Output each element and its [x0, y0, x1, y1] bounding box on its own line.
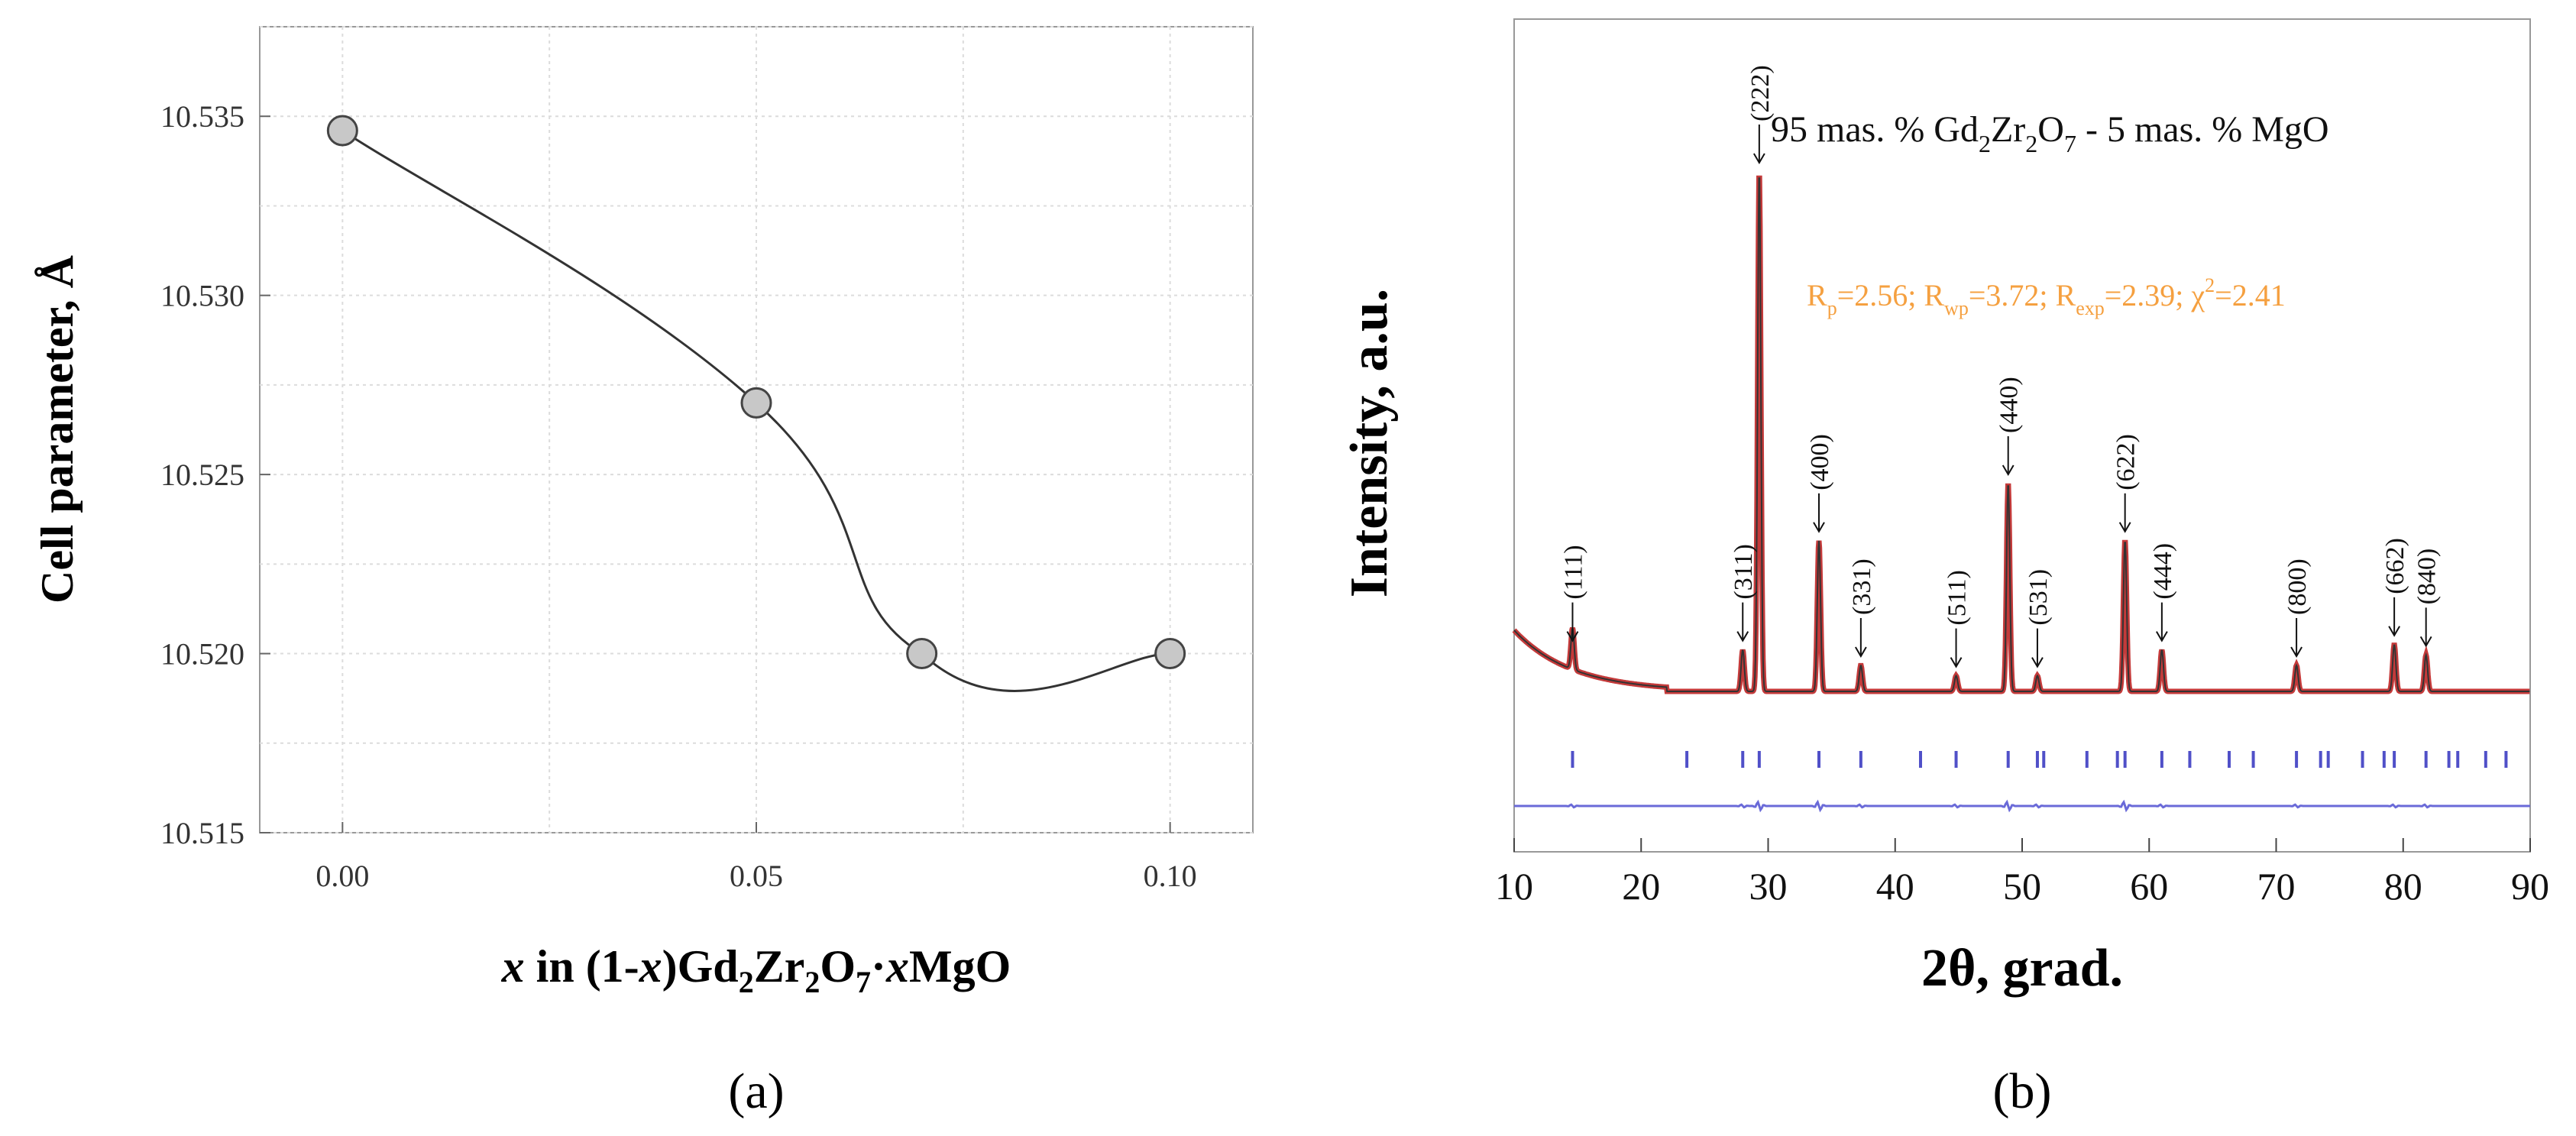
hkl-arrowhead	[2290, 646, 2303, 658]
hkl-label: (111)	[1559, 545, 1587, 642]
x-tick-label-b: 10	[1495, 865, 1533, 908]
hkl-arrowhead	[2031, 657, 2044, 668]
x-tick-label-b: 80	[2384, 865, 2422, 908]
hkl-text: (444)	[2149, 543, 2177, 600]
grid-a	[260, 26, 1253, 833]
hkl-text: (331)	[1848, 558, 1876, 615]
data-points-a	[326, 115, 1186, 670]
hkl-text: (531)	[2024, 569, 2053, 626]
hkl-text: (622)	[2112, 434, 2141, 490]
hkl-text: (311)	[1730, 544, 1758, 599]
panel-a-chart: 10.515 10.520 10.525 10.530 10.535 0.00 0.05 0.…	[32, 26, 1254, 1119]
hkl-label: (622)	[2112, 434, 2141, 533]
hkl-label: (800)	[2283, 558, 2312, 658]
hkl-text: (400)	[1806, 434, 1834, 490]
hkl-arrowhead	[2388, 626, 2400, 637]
bragg-markers	[1571, 751, 2508, 768]
x-tick-label-b: 70	[2257, 865, 2296, 908]
ticks-a: 10.515 10.520 10.525 10.530 10.535 0.00 0.05 0.…	[160, 99, 1197, 893]
hkl-text: (222)	[1746, 65, 1775, 121]
plot-area-a	[259, 26, 1254, 833]
hkl-arrowhead	[2419, 636, 2432, 648]
hkl-arrowhead	[2118, 522, 2131, 533]
y-tick-label-a: 10.520	[160, 637, 244, 672]
panel-label-b: (b)	[1993, 1063, 2052, 1119]
hkl-text: (840)	[2413, 549, 2442, 605]
x-tick-label-b: 90	[2511, 865, 2549, 908]
x-axis-title-a: x in (1-x)Gd2Zr2O7·xMgO	[501, 941, 1011, 999]
hkl-label: (440)	[1995, 377, 2024, 476]
hkl-arrowhead	[2002, 464, 2015, 476]
hkl-text: (111)	[1559, 545, 1587, 599]
hkl-text: (511)	[1943, 570, 1972, 625]
hkl-label: (531)	[2024, 569, 2053, 668]
y-tick-label-a: 10.530	[160, 279, 244, 313]
hkl-label: (511)	[1943, 570, 1972, 668]
hkl-arrowhead	[1752, 153, 1765, 164]
hkl-arrowhead	[1813, 522, 1825, 533]
x-tick-label-b: 60	[2130, 865, 2168, 908]
hkl-label: (400)	[1806, 434, 1834, 533]
hkl-arrowhead	[1854, 646, 1867, 658]
data-point-a	[326, 115, 358, 147]
difference-curve	[1514, 799, 2530, 813]
hkl-arrowhead	[1566, 631, 1579, 642]
data-point-a	[906, 638, 938, 670]
plot-area-b	[1513, 18, 2531, 853]
hkl-label: (222)	[1746, 65, 1775, 164]
y-tick-label-a: 10.525	[160, 458, 244, 492]
hkl-label: (662)	[2381, 538, 2409, 637]
calculated-pattern	[1513, 177, 2530, 692]
data-point-a	[1154, 638, 1186, 670]
panel-label-a: (a)	[728, 1063, 784, 1119]
hkl-text: (662)	[2381, 538, 2409, 594]
x-tick-label-b: 20	[1622, 865, 1660, 908]
hkl-label: (311)	[1730, 544, 1758, 642]
data-point-a	[740, 387, 772, 419]
hkl-label: (444)	[2149, 543, 2177, 642]
hkl-label: (840)	[2413, 549, 2442, 648]
hkl-text: (800)	[2283, 558, 2312, 615]
panel-b-chart: 10 20 30 40 50 60 70 80 90 (111) (311)(222)(400)(…	[1340, 18, 2549, 1119]
hkl-arrowhead	[1736, 631, 1749, 642]
hkl-label: (331)	[1848, 558, 1876, 658]
hkl-labels: (111) (311) (222) (400) (331) (511) (440) (531)…	[1559, 65, 2442, 668]
hkl-text: (440)	[1995, 377, 2024, 433]
x-tick-label-a: 0.10	[1144, 859, 1197, 893]
y-axis-title-a: Cell parameter, Å	[32, 255, 83, 604]
x-axis-title-b: 2θ, grad.	[1921, 939, 2123, 998]
series-line-a	[341, 129, 1170, 692]
hkl-arrowhead	[1950, 657, 1963, 668]
ylabel-b: Intensity, a.u.	[1340, 289, 1399, 598]
y-axis-title-b: Intensity, a.u.	[1340, 289, 1399, 598]
x-tick-label-b: 50	[2003, 865, 2041, 908]
ticks-b: 10 20 30 40 50 60 70 80 90	[1495, 838, 2549, 908]
x-tick-label-a: 0.05	[730, 859, 783, 893]
x-tick-label-b: 30	[1749, 865, 1788, 908]
x-tick-label-a: 0.00	[316, 859, 369, 893]
refinement-stats: Rp=2.56; Rwp=3.72; Rexp=2.39; χ2=2.41	[1807, 274, 2286, 319]
hkl-arrowhead	[2156, 631, 2168, 642]
chart-title-b: 95 mas. % Gd2Zr2O7 - 5 mas. % MgO	[1771, 109, 2329, 157]
y-tick-label-a: 10.515	[160, 816, 244, 850]
x-tick-label-b: 40	[1876, 865, 1914, 908]
y-tick-label-a: 10.535	[160, 99, 244, 134]
ylabel-a: Cell parameter, Å	[32, 255, 83, 604]
